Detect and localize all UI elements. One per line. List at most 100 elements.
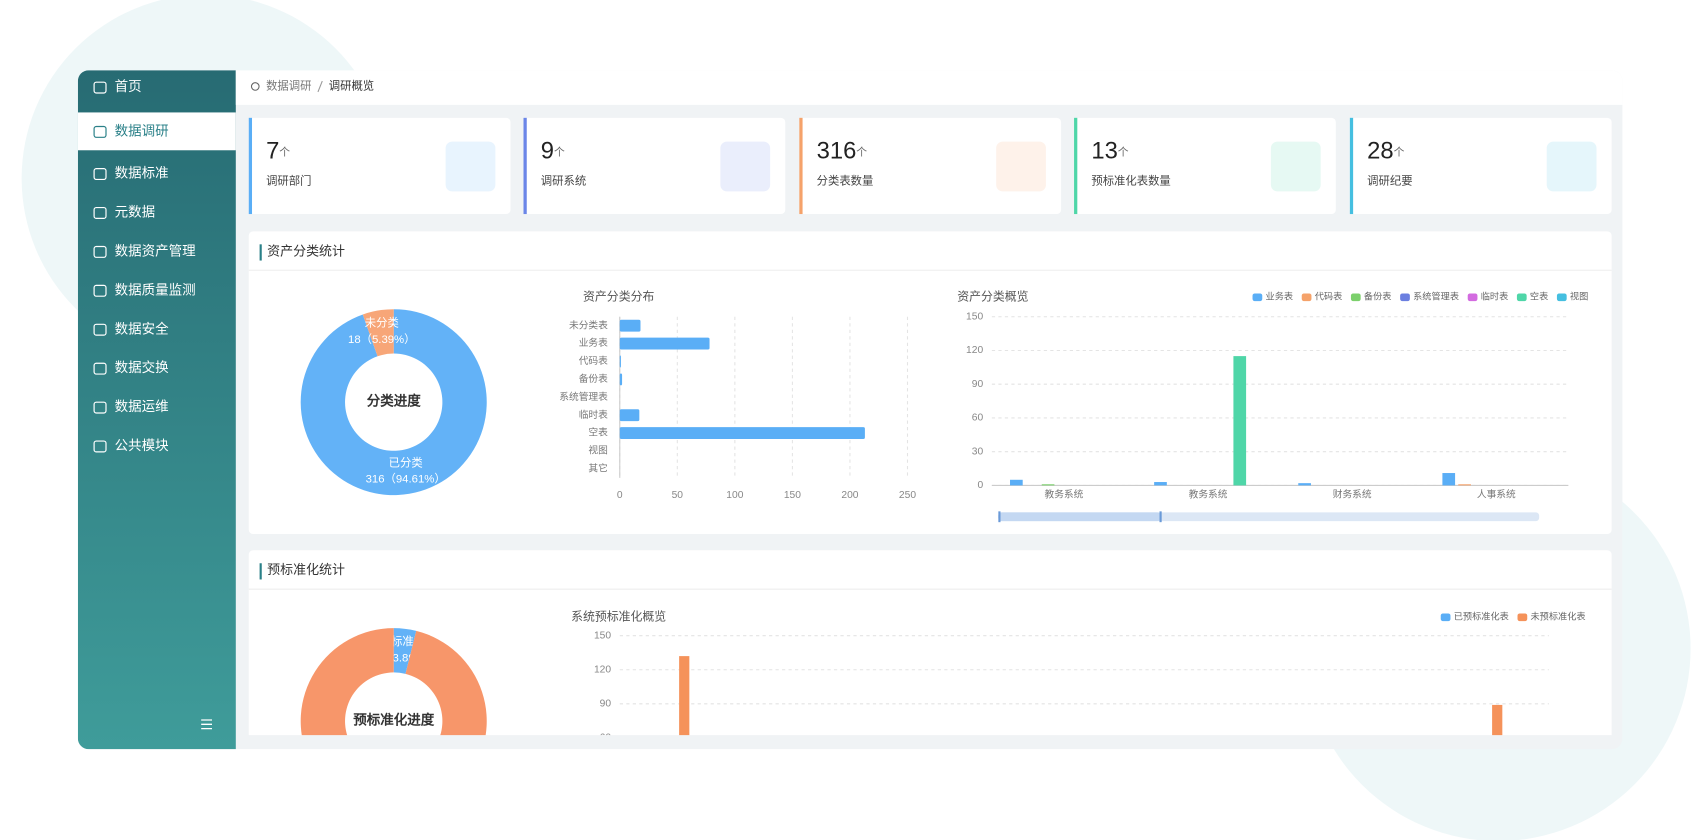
menu-icon [93, 362, 107, 375]
legend-label[interactable]: 空表 [1530, 291, 1548, 302]
slice-value-label: 18（5.39%） [348, 333, 416, 346]
bar [1041, 484, 1055, 486]
menu-item[interactable]: 数据资产管理 [115, 243, 197, 258]
stat-label: 调研系统 [541, 175, 586, 188]
stat-unit: 个 [1118, 145, 1129, 158]
stat-value: 9 [541, 138, 554, 165]
bar [1492, 704, 1503, 736]
section-accent [259, 244, 262, 261]
stat-card-accent [523, 117, 527, 215]
stat-card-accent [799, 117, 803, 215]
legend-swatch[interactable] [1400, 293, 1410, 302]
menu-item[interactable]: 数据运维 [115, 399, 169, 414]
stat-card-accent [1349, 117, 1354, 215]
zoom-slider-handle[interactable] [1159, 511, 1162, 523]
menu-item[interactable]: 数据质量监测 [115, 282, 196, 297]
legend-label[interactable]: 业务表 [1266, 291, 1294, 302]
legend-label[interactable]: 备份表 [1364, 291, 1392, 302]
bar [1028, 786, 1038, 806]
legend-label[interactable]: 视图 [1570, 291, 1588, 302]
location-icon [250, 82, 260, 91]
top-layer: 数据调研 调研概览 [250, 78, 374, 93]
legend-swatch[interactable] [1252, 293, 1263, 302]
chart-title: 资产分类分布 [583, 289, 654, 303]
stat-icon [996, 141, 1046, 192]
y-tick-label: 代码表 [579, 354, 608, 367]
x-tick-label: 财务系统 [1333, 488, 1372, 501]
zoom-slider-window[interactable] [998, 512, 1161, 522]
stat-label: 分类表数量 [817, 174, 874, 188]
pie-slice [393, 628, 417, 674]
y-tick-label: 视图 [588, 444, 607, 457]
x-tick-label: 100 [726, 490, 743, 501]
menu-icon [93, 284, 107, 297]
legend-swatch[interactable] [1350, 293, 1361, 302]
stat-label: 调研纪要 [1367, 175, 1412, 188]
chart-title: 系统预标准化概览 [571, 609, 666, 623]
bar [619, 355, 621, 368]
menu-item[interactable]: 首页 [115, 79, 142, 94]
stat-label: 预标准化表数量 [1091, 174, 1170, 188]
stat-value-text: 316个 [817, 138, 868, 165]
breadcrumb-item[interactable]: 数据调研 [266, 78, 311, 92]
breadcrumb-bar [235, 70, 1623, 105]
bar [619, 409, 640, 422]
pie-slice [300, 628, 487, 736]
bar [899, 803, 909, 806]
y-tick-label: 120 [594, 664, 611, 675]
section-panel [248, 231, 1612, 535]
legend-label[interactable]: 临时表 [1481, 291, 1509, 302]
pie-slice [300, 309, 487, 496]
menu-item[interactable]: 数据安全 [115, 320, 170, 336]
bar [619, 373, 623, 386]
y-tick-label: 系统管理表 [559, 390, 608, 403]
section-title: 资产分类统计 [267, 243, 345, 258]
section-accent [259, 563, 262, 580]
zoom-slider-handle[interactable] [998, 511, 1001, 523]
y-tick-label: 90 [972, 379, 984, 390]
menu-item[interactable]: 数据交换 [115, 359, 170, 375]
x-tick-label: 50 [672, 490, 684, 501]
menu-item[interactable]: 数据调研 [115, 123, 169, 138]
y-tick-label: 0 [605, 801, 611, 812]
menu-icon [93, 168, 107, 181]
y-tick-label: 30 [972, 446, 984, 457]
sidebar [77, 70, 236, 750]
legend-swatch[interactable] [1517, 613, 1528, 622]
y-tick-label: 临时表 [579, 408, 608, 421]
y-tick-label: 未分类表 [569, 318, 608, 331]
y-tick-label: 空表 [588, 426, 608, 439]
breadcrumb-separator [317, 80, 323, 93]
bar [1260, 783, 1270, 806]
bar [619, 337, 710, 350]
legend-label[interactable]: 已预标准化表 [1454, 611, 1509, 622]
y-tick-label: 0 [977, 480, 983, 491]
menu-item[interactable]: 元数据 [115, 205, 156, 220]
stat-card-accent [1074, 117, 1078, 215]
legend-swatch[interactable] [1440, 613, 1451, 622]
menu-item[interactable]: 公共模块 [115, 438, 170, 453]
content: 7个调研部门9个调研系统316个分类表数量13个预标准化表数量28个调研纪要资产… [248, 117, 1612, 812]
legend-swatch[interactable] [1467, 293, 1478, 302]
sidebar-menu: 首页数据调研数据标准元数据数据资产管理数据质量监测数据安全数据交换数据运维公共模… [77, 79, 236, 730]
legend-label[interactable]: 代码表 [1315, 291, 1343, 302]
bar [1131, 805, 1141, 806]
stat-unit: 个 [554, 145, 565, 158]
legend-swatch[interactable] [1516, 293, 1527, 302]
legend-swatch[interactable] [1556, 293, 1567, 302]
bar [1144, 792, 1154, 806]
stat-value-text: 13个 [1091, 138, 1128, 165]
x-tick-label: 150 [784, 490, 801, 501]
menu-item[interactable]: 数据标准 [115, 166, 169, 181]
menu-icon [93, 125, 107, 138]
stat-card [523, 117, 786, 215]
pie-slice [362, 309, 394, 357]
legend-swatch[interactable] [1301, 293, 1312, 302]
y-tick-label: 90 [600, 699, 612, 710]
x-tick-label: 250 [899, 490, 916, 501]
stat-card [248, 117, 511, 215]
legend-label[interactable]: 未预标准化表 [1530, 611, 1585, 622]
legend-label[interactable]: 系统管理表 [1413, 291, 1459, 302]
stat-value: 28 [1367, 138, 1393, 165]
